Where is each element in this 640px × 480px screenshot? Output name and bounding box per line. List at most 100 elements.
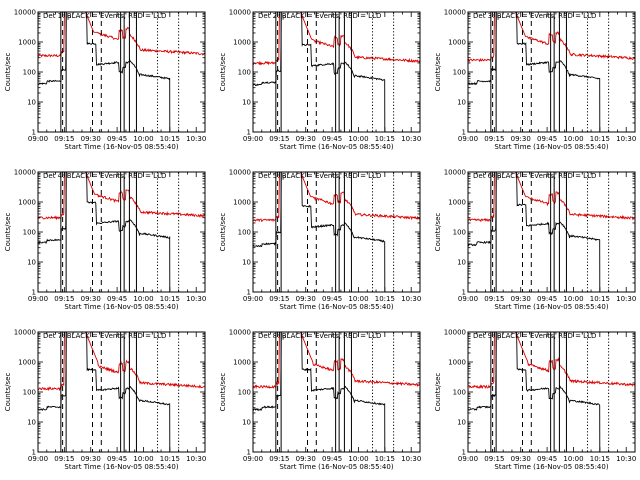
lld-series (38, 332, 205, 392)
x-tick-label: 10:15 (375, 135, 395, 143)
y-tick-label: 1000 (233, 199, 251, 207)
x-tick-label: 09:45 (537, 135, 557, 143)
events-line (253, 12, 386, 132)
events-line (468, 172, 601, 292)
y-tick-label: 1000 (233, 39, 251, 47)
x-tick-label: 10:15 (160, 295, 180, 303)
flag-label: P (497, 14, 501, 22)
y-tick-label: 10000 (444, 169, 466, 177)
x-axis-label: Start Time (16-Nov-05 08:55:40) (494, 303, 608, 311)
x-tick-label: 09:30 (81, 295, 101, 303)
x-tick-label: 10:30 (401, 455, 421, 463)
lld-series (253, 12, 420, 66)
x-tick-label: 09:15 (54, 455, 74, 463)
x-tick-label: 09:30 (511, 455, 531, 463)
y-tick-label: 100 (238, 69, 251, 77)
y-tick-label: 1000 (18, 39, 36, 47)
x-axis-label: Start Time (16-Nov-05 08:55:40) (64, 303, 178, 311)
events-line (253, 332, 386, 452)
y-axis-label: Counts/sec (434, 213, 442, 252)
events-line (468, 12, 601, 132)
lld-line (38, 172, 205, 221)
x-tick-label: 09:30 (296, 295, 316, 303)
x-tick-label: 10:30 (186, 295, 206, 303)
x-tick-label: 10:30 (401, 135, 421, 143)
x-tick-label: 09:00 (243, 455, 263, 463)
x-tick-label: 09:15 (54, 135, 74, 143)
events-series (468, 332, 601, 452)
y-tick-label: 1 (247, 449, 251, 457)
y-tick-label: 10 (27, 259, 36, 267)
y-tick-label: 100 (453, 229, 466, 237)
y-axis-label: Counts/sec (219, 53, 227, 92)
y-tick-label: 10 (27, 99, 36, 107)
x-tick-label: 09:45 (322, 455, 342, 463)
x-axis-label: Start Time (16-Nov-05 08:55:40) (494, 463, 608, 471)
x-tick-label: 09:30 (81, 455, 101, 463)
x-tick-label: 09:45 (537, 295, 557, 303)
events-series (38, 172, 171, 292)
x-tick-label: 10:00 (348, 135, 368, 143)
lld-line (253, 12, 420, 66)
x-tick-label: 09:15 (484, 455, 504, 463)
x-tick-label: 09:30 (511, 135, 531, 143)
x-tick-label: 09:45 (107, 135, 127, 143)
events-series (468, 172, 601, 292)
y-tick-label: 10 (457, 419, 466, 427)
lld-series (38, 12, 205, 58)
y-axis-label: Counts/sec (4, 53, 12, 92)
y-tick-label: 1000 (18, 359, 36, 367)
events-line (253, 172, 386, 292)
x-tick-label: 10:00 (133, 295, 153, 303)
x-tick-label: 09:00 (28, 295, 48, 303)
x-tick-label: 09:15 (269, 295, 289, 303)
x-tick-label: 10:15 (590, 135, 610, 143)
panel-title: Det 7: BLACK = Events, RED = LLD (43, 332, 166, 340)
y-axis-label: Counts/sec (4, 213, 12, 252)
x-tick-label: 09:45 (322, 135, 342, 143)
y-axis-label: Counts/sec (219, 373, 227, 412)
lld-line (38, 12, 205, 58)
y-axis-label: Counts/sec (434, 53, 442, 92)
lld-line (468, 332, 635, 390)
events-series (253, 332, 386, 452)
y-tick-label: 10 (242, 419, 251, 427)
lld-series (468, 12, 635, 63)
x-tick-label: 09:30 (296, 455, 316, 463)
y-tick-label: 1000 (448, 199, 466, 207)
y-tick-label: 100 (23, 69, 36, 77)
lld-series (38, 172, 205, 221)
y-tick-label: 1000 (448, 39, 466, 47)
x-tick-label: 09:00 (458, 455, 478, 463)
x-axis-label: Start Time (16-Nov-05 08:55:40) (494, 143, 608, 151)
panel-title: Det 8: BLACK = Events, RED = LLD (258, 332, 381, 340)
x-axis-label: Start Time (16-Nov-05 08:55:40) (279, 143, 393, 151)
events-series (253, 172, 386, 292)
x-tick-label: 09:00 (243, 135, 263, 143)
flag-label: P (497, 334, 501, 342)
y-tick-label: 10000 (229, 329, 251, 337)
x-tick-label: 10:00 (563, 455, 583, 463)
y-tick-label: 10 (457, 99, 466, 107)
x-tick-label: 10:00 (133, 455, 153, 463)
panel-title: Det 5: BLACK = Events, RED = LLD (258, 172, 381, 180)
y-tick-label: 1 (462, 449, 466, 457)
y-tick-label: 100 (238, 229, 251, 237)
y-tick-label: 10000 (14, 329, 36, 337)
lld-line (38, 332, 205, 392)
y-tick-label: 1000 (233, 359, 251, 367)
lld-series (468, 332, 635, 390)
y-axis-label: Counts/sec (4, 373, 12, 412)
y-axis-label: Counts/sec (434, 373, 442, 412)
events-line (468, 332, 601, 452)
flag-label: P (497, 174, 501, 182)
events-series (253, 12, 386, 132)
x-tick-label: 10:30 (616, 135, 636, 143)
panel-title: Det 9: BLACK = Events, RED = LLD (473, 332, 596, 340)
x-tick-label: 09:45 (107, 455, 127, 463)
events-line (38, 12, 171, 132)
